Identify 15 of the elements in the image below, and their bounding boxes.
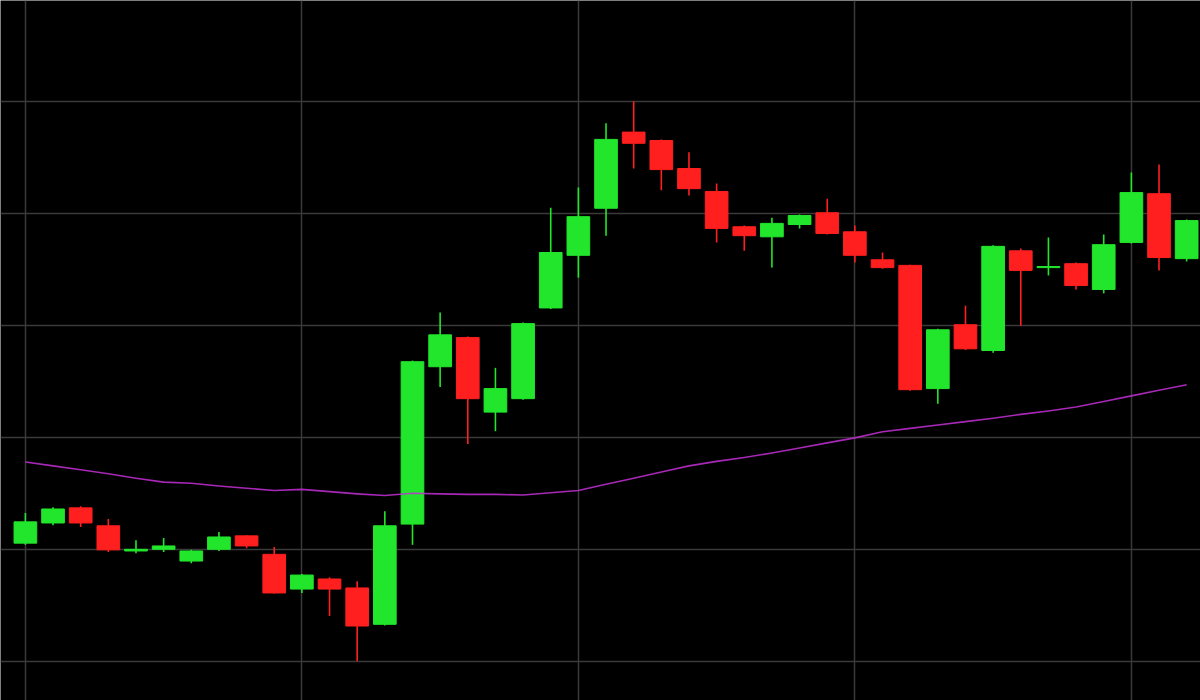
candlestick [1036,236,1061,277]
candlestick [815,197,840,236]
candlestick [843,224,867,264]
candlestick [760,216,784,269]
candlestick [317,576,342,617]
candlestick [124,539,148,555]
candlestick [621,100,646,170]
candlestick [1008,247,1033,327]
candlestick [483,367,508,432]
candlestick [1064,261,1088,291]
candlestick [68,505,93,528]
candlestick [207,531,231,552]
candlestick [677,151,701,197]
candlestick [13,512,38,546]
candlestick [732,224,757,252]
